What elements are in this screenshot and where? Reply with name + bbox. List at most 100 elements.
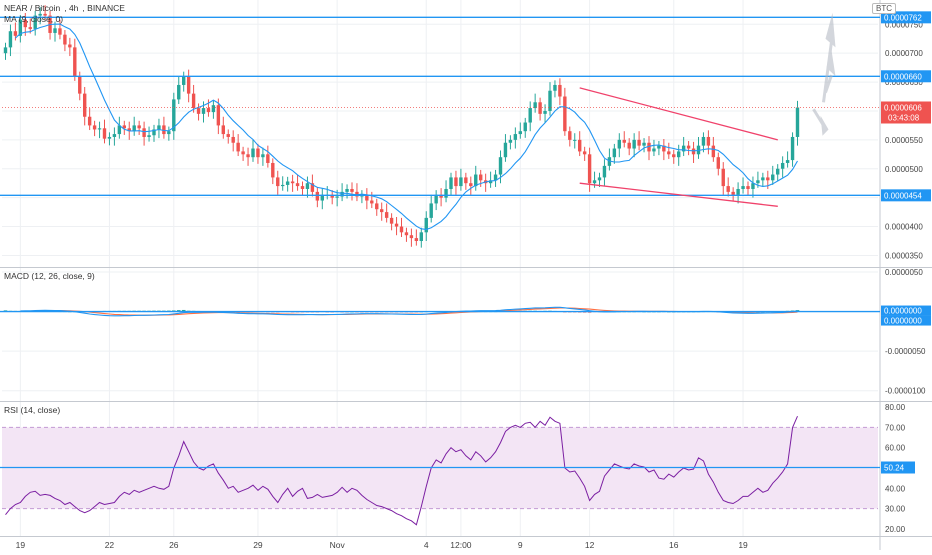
candle[interactable] [261,147,265,166]
candle[interactable] [652,139,656,157]
candle[interactable] [617,133,621,158]
candle[interactable] [18,15,23,43]
candle[interactable] [380,202,384,221]
candle[interactable] [790,132,795,167]
candle[interactable] [157,118,161,139]
candle[interactable] [147,126,151,142]
annotation-arrows[interactable] [812,12,836,136]
candle[interactable] [38,7,42,25]
currency-tag[interactable]: BTC [872,3,896,14]
candle[interactable] [563,87,567,136]
candle[interactable] [53,21,57,42]
candle[interactable] [365,188,369,210]
candle[interactable] [58,19,62,40]
candle[interactable] [375,198,379,216]
candle[interactable] [271,158,275,185]
candle[interactable] [746,181,750,196]
candle[interactable] [112,127,117,146]
candle[interactable] [177,76,181,105]
candle[interactable] [479,169,483,187]
candle[interactable] [295,174,300,191]
macd-pane[interactable] [0,306,880,317]
candle[interactable] [419,227,423,248]
candle[interactable] [68,37,72,57]
rsi-pane[interactable] [0,415,880,526]
candle[interactable] [87,108,92,131]
candle[interactable] [474,165,478,191]
candle[interactable] [681,136,686,157]
candle[interactable] [667,142,671,159]
candle[interactable] [523,117,527,138]
candle[interactable] [721,162,725,195]
candle[interactable] [305,176,310,198]
candle[interactable] [726,177,730,197]
candle[interactable] [409,228,414,247]
candle[interactable] [469,176,473,195]
candle[interactable] [454,170,458,195]
candle[interactable] [320,188,324,210]
candle[interactable] [83,86,87,126]
candle[interactable] [186,69,191,103]
candle[interactable] [464,172,468,190]
candle[interactable] [528,101,532,132]
candle[interactable] [97,121,102,139]
candle[interactable] [731,187,735,202]
candle[interactable] [182,71,186,92]
candle[interactable] [785,151,790,168]
candle[interactable] [578,131,582,157]
candle[interactable] [632,133,636,158]
candle[interactable] [662,138,666,161]
candle[interactable] [672,149,676,164]
candle[interactable] [137,120,141,135]
candle[interactable] [736,182,740,204]
candle[interactable] [538,97,542,121]
candle[interactable] [533,93,537,113]
candle[interactable] [340,183,344,202]
candle[interactable] [285,176,290,192]
candle[interactable] [384,203,389,223]
candle[interactable] [266,145,270,168]
candle[interactable] [399,217,404,237]
candle[interactable] [236,134,240,157]
candle[interactable] [310,174,315,197]
candle[interactable] [543,104,547,123]
candle[interactable] [439,188,443,207]
candle[interactable] [686,141,691,156]
candle[interactable] [122,120,126,135]
candle[interactable] [647,136,651,161]
candle[interactable] [196,103,201,121]
candle[interactable] [92,120,97,137]
candle[interactable] [706,130,711,155]
candle[interactable] [414,229,419,246]
candle[interactable] [548,82,552,116]
candle[interactable] [508,135,513,150]
candle[interactable] [776,164,780,182]
candle[interactable] [553,80,557,98]
candle[interactable] [63,30,67,52]
candle[interactable] [256,143,260,164]
candle[interactable] [315,187,320,208]
candle[interactable] [226,129,230,144]
candle[interactable] [657,141,661,156]
candle[interactable] [167,126,171,141]
candle[interactable] [449,172,453,196]
candle[interactable] [771,165,775,185]
candle[interactable] [518,122,522,139]
candle[interactable] [602,159,607,187]
candle[interactable] [191,84,196,113]
candle[interactable] [300,181,305,196]
candle[interactable] [276,170,280,195]
candle[interactable] [488,171,493,188]
candle[interactable] [162,116,166,139]
candle[interactable] [761,172,765,187]
candle[interactable] [345,184,349,199]
candle[interactable] [780,156,785,178]
candle[interactable] [221,116,225,139]
candle[interactable] [558,78,562,106]
candle[interactable] [73,38,77,81]
candle[interactable] [607,148,612,171]
candle[interactable] [241,146,245,161]
candle[interactable] [370,191,374,209]
